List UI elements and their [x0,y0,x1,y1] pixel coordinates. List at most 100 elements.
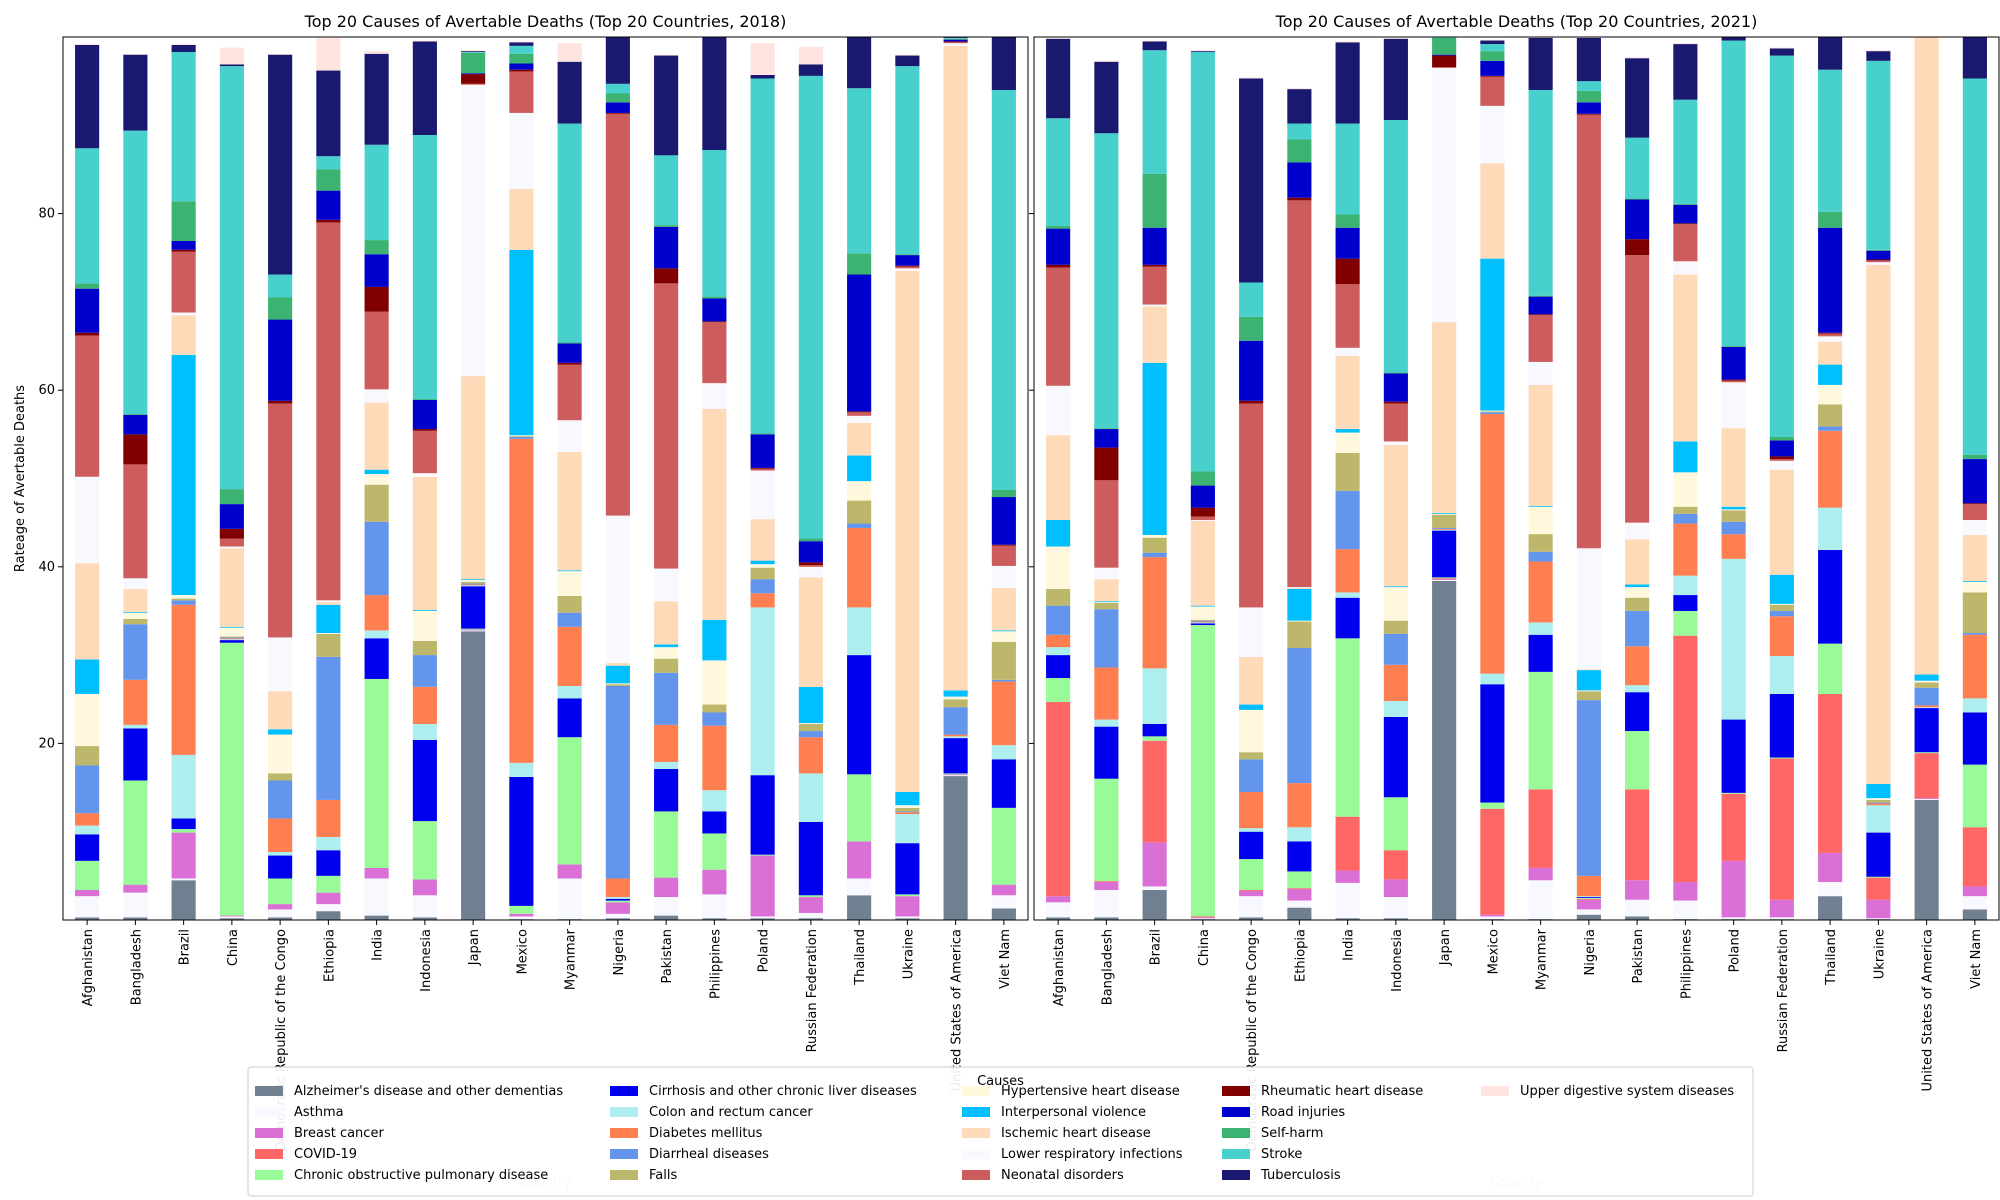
bar-segment [1818,693,1843,853]
legend-swatch [962,1107,990,1117]
bar-segment [1190,622,1215,624]
bar-segment [798,686,823,724]
bar-segment [1769,757,1794,759]
bar-segment [171,201,196,241]
bar-segment [750,579,775,594]
bar-segment [895,896,920,917]
bar-segment [1528,622,1553,635]
x-tick-label: Japan [467,929,482,966]
bar-segment [1914,752,1939,754]
legend-swatch [1222,1128,1250,1138]
bar-segment [750,775,775,855]
x-tick-label: Pakistan [660,929,675,983]
bar-segment [557,362,582,365]
bar-segment [123,679,148,725]
bar-segment [1335,347,1360,356]
plot-frame [62,36,1029,921]
bar-segment [1046,605,1071,635]
legend-box [247,1066,1754,1197]
bar-segment [1432,322,1457,513]
bar-segment [1528,789,1553,868]
bar-segment [798,737,823,774]
bar-segment [1480,411,1505,413]
bar-segment [1383,37,1408,39]
bar-segment [316,602,341,605]
bar-segment [268,878,293,905]
bar-segment [943,43,968,46]
bar-segment [1335,870,1360,883]
bar-segment [1239,759,1264,792]
bar-segment [1432,67,1457,68]
bar-segment [1094,778,1119,882]
bar-segment [1721,379,1746,381]
bar-segment [1914,37,1939,675]
legend-swatch [255,1107,283,1117]
bar-segment [1962,78,1987,455]
bar-segment [1769,55,1794,437]
bar-segment [1142,41,1167,51]
bar-segment [1673,204,1698,224]
bar-segment [1914,799,1939,920]
bar-segment [1480,40,1505,45]
bar-segment [895,916,920,919]
bar-segment [1866,877,1891,900]
bar-segment [1094,447,1119,481]
bar-segment [219,47,244,65]
bar-segment [219,66,244,490]
bar-segment [268,54,293,275]
bar-segment [1239,859,1264,890]
bar-segment [461,84,486,377]
bar-segment [316,892,341,905]
bar-segment [123,724,148,729]
legend-swatch [962,1128,990,1138]
bar-segment [702,150,727,297]
bar-segment [1576,113,1601,115]
bar-segment [943,707,968,735]
legend-swatch [255,1086,283,1096]
bar-segment [412,473,437,477]
bar-segment [1287,648,1312,784]
bar-segment [1239,791,1264,829]
legend-label: Hypertensive heart disease [1001,1084,1180,1099]
bar-segment [412,655,437,687]
bar-segment [1818,332,1843,334]
bar-segment [895,814,920,844]
bar-segment [1142,886,1167,890]
bar-segment [1576,37,1601,82]
bar-segment [1094,609,1119,668]
bar-segment [1528,89,1553,296]
bar-segment [268,917,293,920]
bar-segment [412,917,437,920]
bar-segment [75,889,100,897]
bar-segment [1962,592,1987,634]
bar-segment [412,879,437,896]
bar-segment [1769,48,1794,56]
bar-segment [1673,513,1698,524]
bar-segment [943,738,968,774]
bar-segment [605,900,630,903]
bar-segment [1287,621,1312,649]
bar-segment [461,376,486,580]
bar-segment [1721,37,1746,41]
bar-segment [605,83,630,94]
bar-segment [1528,314,1553,316]
legend-title: Causes [977,1074,1024,1089]
bar-segment [847,274,872,412]
bar-segment [461,584,486,586]
bar-segment [268,729,293,735]
bar-segment [847,415,872,423]
bar-segment [1239,704,1264,710]
bar-segment [75,476,100,564]
bar-segment [364,678,389,868]
bar-segment [895,55,920,67]
bar-segment [991,37,1016,90]
bar-segment [1335,816,1360,871]
bar-segment [1721,793,1746,861]
bar-segment [847,412,872,416]
bar-segment [1866,60,1891,250]
bar-segment [316,190,341,220]
legend-label: COVID-19 [294,1147,357,1162]
bar-segment [895,918,920,920]
bar-segment [1673,610,1698,636]
bar-segment [943,41,968,43]
